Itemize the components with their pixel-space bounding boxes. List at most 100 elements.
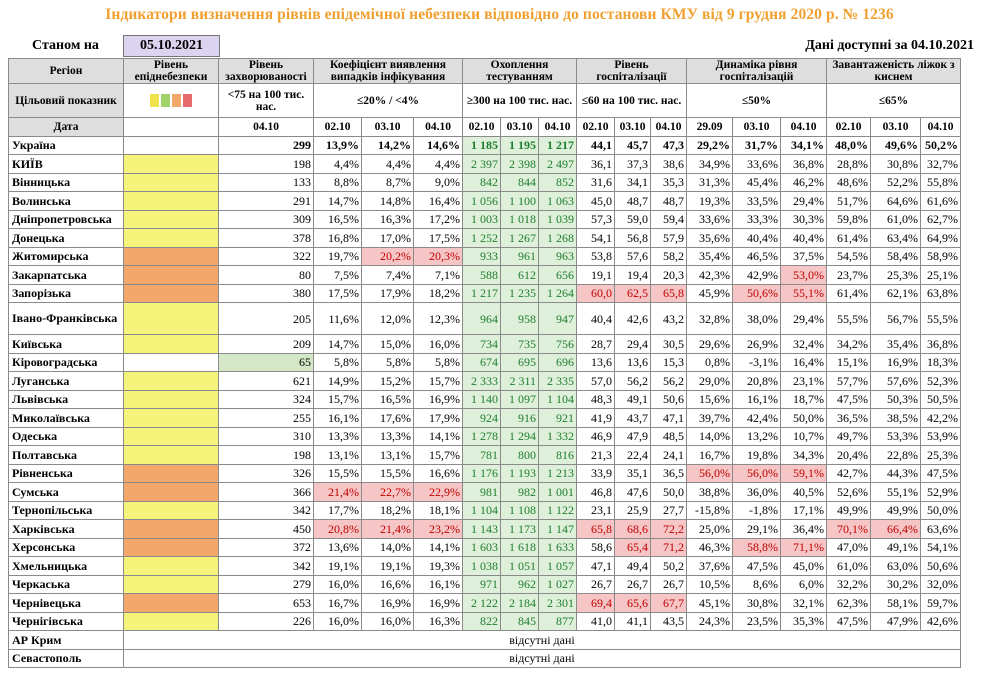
header-region: Регіон — [8, 58, 124, 84]
oxy-value: 55,8% — [920, 172, 961, 192]
det-value: 20,3% — [413, 246, 463, 266]
det-value: 14,2% — [361, 135, 414, 155]
region-name: Волинська — [8, 191, 124, 211]
target-detection: ≤20% / <4% — [313, 83, 463, 118]
test-value: 958 — [500, 302, 539, 335]
hosp-value: 46,8 — [576, 482, 615, 502]
hosp-value: 38,6 — [650, 154, 687, 174]
oxy-value: 44,3% — [870, 463, 921, 483]
oxy-value: 51,7% — [826, 191, 871, 211]
det-value: 20,2% — [361, 246, 414, 266]
test-value: 2 122 — [462, 593, 501, 613]
danger-level-cell — [123, 265, 219, 285]
table-row: Волинська 291 14,7% 14,8% 16,4% 1 056 1 100 1 0… — [8, 191, 961, 211]
dyn-value: 31,3% — [686, 172, 733, 192]
test-value: 1 618 — [500, 537, 539, 557]
hosp-value: 35,1 — [614, 463, 651, 483]
oxy-value: 15,1% — [826, 352, 871, 372]
oxy-value: 50,3% — [870, 389, 921, 409]
dyn-value: 36,4% — [780, 519, 827, 539]
dyn-value: 6,0% — [780, 574, 827, 594]
hosp-value: 26,7 — [576, 574, 615, 594]
table-row: Київська 209 14,7% 15,0% 16,0% 734 735 756 28,7 2… — [8, 334, 961, 354]
dyn-value: 15,6% — [686, 389, 733, 409]
oxy-value: 56,7% — [870, 302, 921, 335]
det-value: 18,2% — [361, 500, 414, 520]
incidence-value: 378 — [218, 228, 314, 248]
region-name: Рівненська — [8, 463, 124, 483]
test-value: 877 — [538, 611, 577, 631]
page-title: Індикатори визначення рівнів епідемічної… — [105, 6, 894, 23]
hosp-value: 27,7 — [650, 500, 687, 520]
test-value: 1 217 — [462, 283, 501, 303]
header-hosp-dyn: Динаміка рівня госпіталізацій — [686, 58, 827, 84]
hosp-value: 30,5 — [650, 334, 687, 354]
oxy-value: 63,4% — [870, 228, 921, 248]
test-value: 1 268 — [538, 228, 577, 248]
oxy-value: 36,5% — [826, 408, 871, 428]
test-value: 962 — [500, 574, 539, 594]
det-value: 17,9% — [361, 283, 414, 303]
oxy-value: 61,0% — [870, 209, 921, 229]
dyn-value: 23,5% — [732, 611, 781, 631]
table-row: Сумська 366 21,4% 22,7% 22,9% 981 982 1 001 46,8… — [8, 482, 961, 502]
region-name: АР Крим — [8, 630, 124, 650]
hosp-value: 34,1 — [614, 172, 651, 192]
dyn-value: 71,1% — [780, 537, 827, 557]
oxy-value: 38,5% — [870, 408, 921, 428]
test-value: 1 100 — [500, 191, 539, 211]
table-row: Житомирська 322 19,7% 20,2% 20,3% 933 961 963 53… — [8, 246, 961, 266]
oxy-value: 70,1% — [826, 519, 871, 539]
danger-level-cell — [123, 209, 219, 229]
oxy-value: 47,5% — [920, 463, 961, 483]
oxy-value: 66,4% — [870, 519, 921, 539]
hosp-value: 65,6 — [614, 593, 651, 613]
test-value: 844 — [500, 172, 539, 192]
oxy-value: 55,5% — [920, 302, 961, 335]
oxy-value: 59,8% — [826, 209, 871, 229]
hosp-value: 45,7 — [614, 135, 651, 155]
region-name: Дніпропетровська — [8, 209, 124, 229]
test-value: 1 193 — [500, 463, 539, 483]
dyn-value: 17,1% — [780, 500, 827, 520]
incidence-value: 621 — [218, 371, 314, 391]
test-value: 1 176 — [462, 463, 501, 483]
test-value: 2 397 — [462, 154, 501, 174]
dyn-value: 46,3% — [686, 537, 733, 557]
table-row: Дніпропетровська 309 16,5% 16,3% 17,2% 1 003 1… — [8, 209, 961, 229]
region-name: Київська — [8, 334, 124, 354]
region-name: Закарпатська — [8, 265, 124, 285]
target-oxygen: ≤65% — [826, 83, 961, 118]
legend-swatch — [172, 94, 181, 107]
incidence-value: 299 — [218, 135, 314, 155]
oxy-value: 32,2% — [826, 574, 871, 594]
dyn-value: 19,8% — [732, 445, 781, 465]
dyn-value: 40,4% — [780, 228, 827, 248]
test-value: 1 332 — [538, 426, 577, 446]
dyn-value: 0,8% — [686, 352, 733, 372]
dyn-value: 8,6% — [732, 574, 781, 594]
dyn-value: 29,6% — [686, 334, 733, 354]
det-value: 14,7% — [313, 334, 362, 354]
test-value: 1 108 — [500, 500, 539, 520]
oxy-value: 63,8% — [920, 283, 961, 303]
det-value: 11,6% — [313, 302, 362, 335]
test-value: 1 294 — [500, 426, 539, 446]
hosp-value: 47,9 — [614, 426, 651, 446]
date-test-0: 02.10 — [462, 117, 501, 137]
danger-level-cell — [123, 389, 219, 409]
dyn-value: 34,1% — [780, 135, 827, 155]
incidence-value: 209 — [218, 334, 314, 354]
dyn-value: 45,4% — [732, 172, 781, 192]
det-value: 13,1% — [313, 445, 362, 465]
test-value: 695 — [500, 352, 539, 372]
oxy-value: 52,3% — [920, 371, 961, 391]
dyn-value: 29,4% — [780, 302, 827, 335]
oxy-value: 32,0% — [920, 574, 961, 594]
hosp-value: 57,9 — [650, 228, 687, 248]
region-name: Луганська — [8, 371, 124, 391]
dyn-value: 55,1% — [780, 283, 827, 303]
date-dyn-2: 04.10 — [780, 117, 827, 137]
danger-level-cell — [123, 463, 219, 483]
dyn-value: 24,3% — [686, 611, 733, 631]
